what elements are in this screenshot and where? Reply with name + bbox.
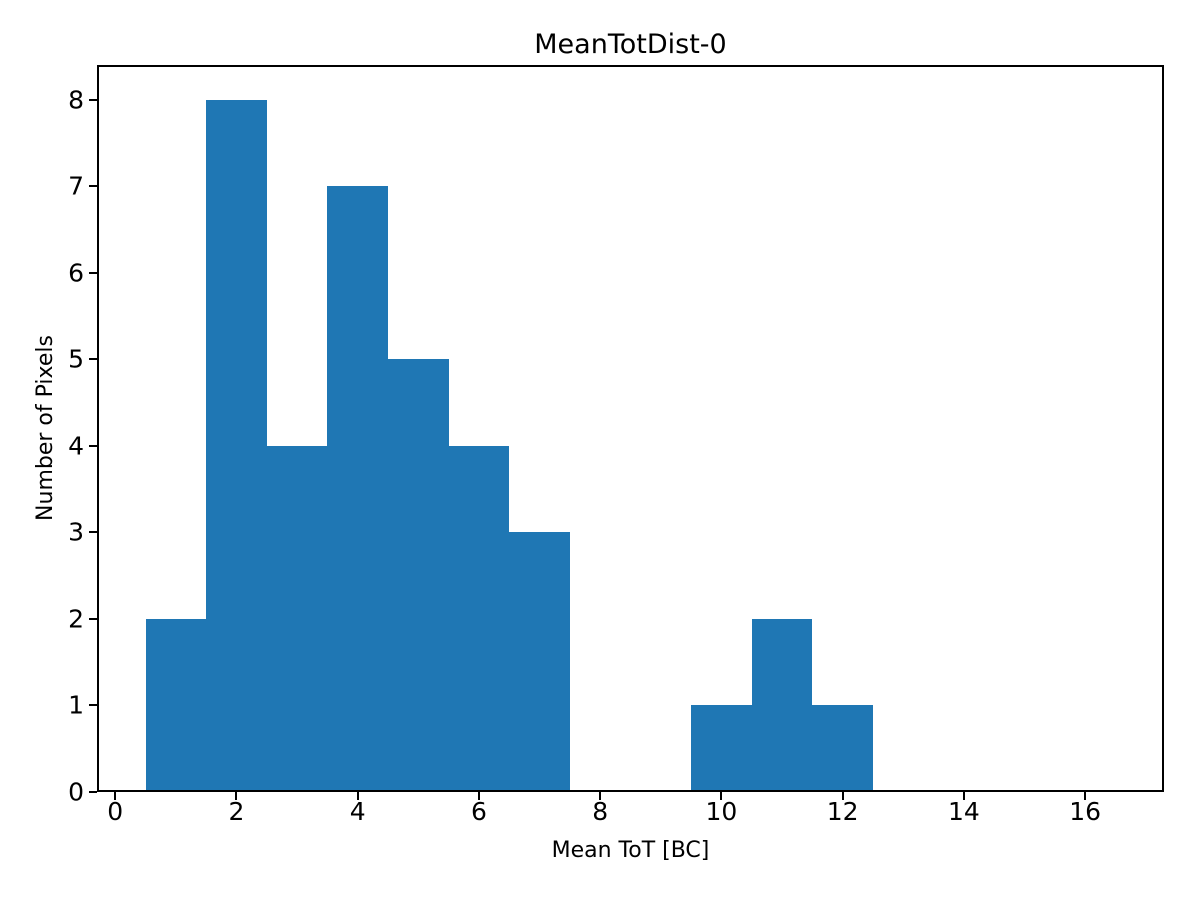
y-tick-label: 2 [68,604,84,634]
x-tick-label: 4 [349,797,366,826]
y-tick-label: 4 [68,431,84,461]
x-tick-mark [962,792,965,800]
x-tick-mark [356,792,359,800]
histogram-bar [509,532,570,792]
y-tick-mark [89,98,97,101]
x-tick-mark [235,792,238,800]
x-tick-mark [114,792,117,800]
histogram-bar [388,359,449,792]
x-tick-mark [720,792,723,800]
x-tick-label: 6 [470,797,487,826]
histogram-bar [266,445,328,792]
y-axis-label: Number of Pixels [33,335,58,521]
y-tick-label: 0 [68,777,84,807]
y-tick-mark [89,444,97,447]
bars-layer [97,65,1164,792]
x-tick-label: 16 [1069,797,1102,826]
x-tick-mark [599,792,602,800]
plot-area [97,65,1164,792]
histogram-bar [751,618,813,792]
x-tick-mark [477,792,480,800]
y-tick-label: 7 [68,171,84,201]
chart-title: MeanTotDist-0 [534,29,727,60]
histogram-bar [812,705,873,792]
x-tick-label: 0 [107,797,124,826]
y-tick-label: 6 [68,258,84,288]
y-tick-mark [89,358,97,361]
y-tick-label: 5 [68,344,84,374]
x-tick-label: 2 [228,797,245,826]
y-tick-mark [89,271,97,274]
x-tick-label: 10 [705,797,738,826]
y-tick-label: 3 [68,517,84,547]
x-tick-label: 8 [592,797,609,826]
y-tick-mark [89,791,97,793]
y-tick-mark [89,185,97,188]
y-tick-mark [89,704,97,707]
histogram-bar [448,445,510,792]
y-tick-label: 1 [68,690,84,720]
histogram-bar [327,186,388,792]
histogram-bar [691,705,752,792]
y-tick-mark [89,617,97,620]
x-tick-label: 12 [826,797,859,826]
x-tick-mark [1084,792,1087,800]
y-tick-label: 8 [68,85,84,115]
histogram-bar [206,99,267,792]
histogram-bar [145,618,207,792]
x-tick-mark [841,792,844,800]
y-tick-mark [89,531,97,534]
x-axis-label: Mean ToT [BC] [551,838,710,863]
x-tick-label: 14 [948,797,980,826]
